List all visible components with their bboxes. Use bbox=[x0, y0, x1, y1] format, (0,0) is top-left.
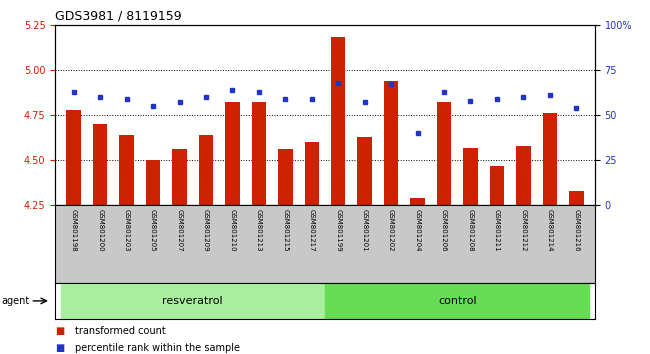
Bar bbox=[463, 148, 478, 205]
Text: GSM801202: GSM801202 bbox=[388, 209, 394, 252]
Text: GSM801215: GSM801215 bbox=[282, 209, 289, 252]
Bar bbox=[225, 102, 240, 205]
Bar bbox=[516, 146, 530, 205]
Text: ■: ■ bbox=[55, 343, 64, 353]
Text: GSM801208: GSM801208 bbox=[467, 209, 473, 252]
Text: GSM801199: GSM801199 bbox=[335, 209, 341, 252]
Text: GSM801203: GSM801203 bbox=[124, 209, 129, 252]
Text: control: control bbox=[438, 296, 476, 306]
Text: percentile rank within the sample: percentile rank within the sample bbox=[75, 343, 240, 353]
Bar bbox=[120, 135, 134, 205]
Text: GSM801207: GSM801207 bbox=[177, 209, 183, 252]
Text: transformed count: transformed count bbox=[75, 326, 166, 336]
Text: GSM801216: GSM801216 bbox=[573, 209, 579, 252]
Text: GSM801201: GSM801201 bbox=[361, 209, 368, 252]
Text: resveratrol: resveratrol bbox=[162, 296, 223, 306]
Text: GSM801205: GSM801205 bbox=[150, 209, 156, 252]
Bar bbox=[543, 113, 557, 205]
Bar bbox=[384, 81, 398, 205]
Text: agent: agent bbox=[1, 296, 29, 306]
Text: GSM801214: GSM801214 bbox=[547, 209, 552, 252]
Bar bbox=[569, 191, 584, 205]
Text: GDS3981 / 8119159: GDS3981 / 8119159 bbox=[55, 9, 182, 22]
Text: GSM801213: GSM801213 bbox=[256, 209, 262, 252]
Bar bbox=[146, 160, 161, 205]
Text: GSM801212: GSM801212 bbox=[521, 209, 526, 252]
Text: GSM801204: GSM801204 bbox=[415, 209, 421, 252]
Bar bbox=[325, 283, 590, 319]
Bar bbox=[358, 137, 372, 205]
Bar bbox=[489, 166, 504, 205]
Text: GSM801209: GSM801209 bbox=[203, 209, 209, 252]
Text: ■: ■ bbox=[55, 326, 64, 336]
Bar bbox=[199, 135, 213, 205]
Bar bbox=[93, 124, 107, 205]
Bar bbox=[172, 149, 187, 205]
Text: GSM801210: GSM801210 bbox=[229, 209, 235, 252]
Bar bbox=[60, 283, 325, 319]
Bar bbox=[331, 38, 346, 205]
Bar bbox=[437, 102, 451, 205]
Bar bbox=[66, 110, 81, 205]
Text: GSM801206: GSM801206 bbox=[441, 209, 447, 252]
Text: GSM801217: GSM801217 bbox=[309, 209, 315, 252]
Bar bbox=[304, 142, 319, 205]
Bar bbox=[410, 198, 425, 205]
Bar bbox=[252, 102, 266, 205]
Bar bbox=[278, 149, 292, 205]
Text: GSM801211: GSM801211 bbox=[494, 209, 500, 252]
Text: GSM801200: GSM801200 bbox=[98, 209, 103, 252]
Text: GSM801198: GSM801198 bbox=[71, 209, 77, 252]
